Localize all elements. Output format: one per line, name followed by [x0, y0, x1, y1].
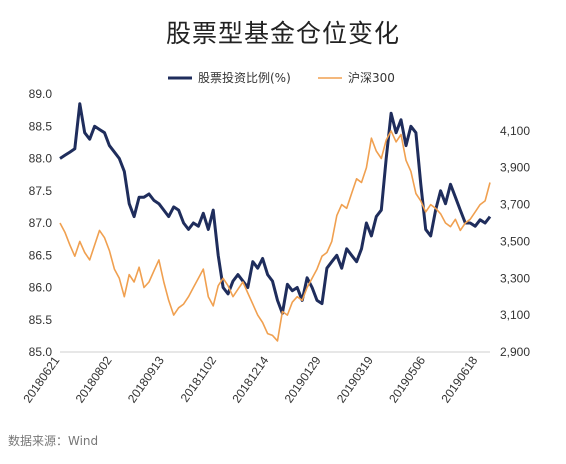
axes: 85.0 85.5 86.0 86.5 87.0 87.5 88.0 88.5 89.0 2,90…	[20, 87, 530, 405]
x-tick-label: 20190506	[386, 353, 428, 405]
x-tick-label: 20190129	[282, 353, 324, 405]
legend: 股票投资比例(%) 沪深300	[168, 70, 395, 85]
series-line-fund-position	[59, 102, 492, 315]
legend-label: 沪深300	[348, 71, 395, 85]
y-left-tick-label: 85.0	[29, 345, 53, 359]
y-left-tick-label: 88.0	[29, 152, 53, 166]
y-right-tick-label: 3,500	[500, 234, 530, 248]
chart-title: 股票型基金仓位变化	[165, 19, 400, 48]
y-right-tick-label: 3,100	[500, 308, 530, 322]
y-right-tick-label: 2,900	[500, 345, 530, 359]
y-right-tick-label: 3,900	[500, 161, 530, 175]
y-right-tick-label: 3,300	[500, 271, 530, 285]
x-tick-label: 20181102	[178, 353, 220, 404]
y-left-tick-label: 87.5	[29, 184, 53, 198]
y-left-tick-label: 87.0	[29, 216, 53, 230]
y-left-tick-label: 86.5	[29, 248, 53, 262]
x-tick-label: 20180621	[20, 353, 62, 405]
y-left-tick-label: 89.0	[29, 87, 53, 101]
y-left-tick-label: 85.5	[29, 313, 53, 327]
x-tick-label: 20190618	[438, 353, 480, 405]
x-tick-label: 20190319	[334, 353, 376, 405]
y-left-tick-label: 88.5	[29, 119, 53, 133]
x-tick-label: 20181214	[229, 353, 271, 405]
x-tick-label: 20180802	[73, 353, 115, 405]
y-left-tick-label: 86.0	[29, 281, 53, 295]
legend-label: 股票投资比例(%)	[198, 70, 291, 85]
y-right-tick-label: 4,100	[500, 124, 530, 138]
series-line-csi300	[59, 130, 491, 342]
series-lines	[59, 102, 492, 342]
y-right-tick-label: 3,700	[500, 198, 530, 212]
source-note: 数据来源：Wind	[8, 434, 99, 448]
x-tick-label: 20180913	[125, 353, 167, 405]
